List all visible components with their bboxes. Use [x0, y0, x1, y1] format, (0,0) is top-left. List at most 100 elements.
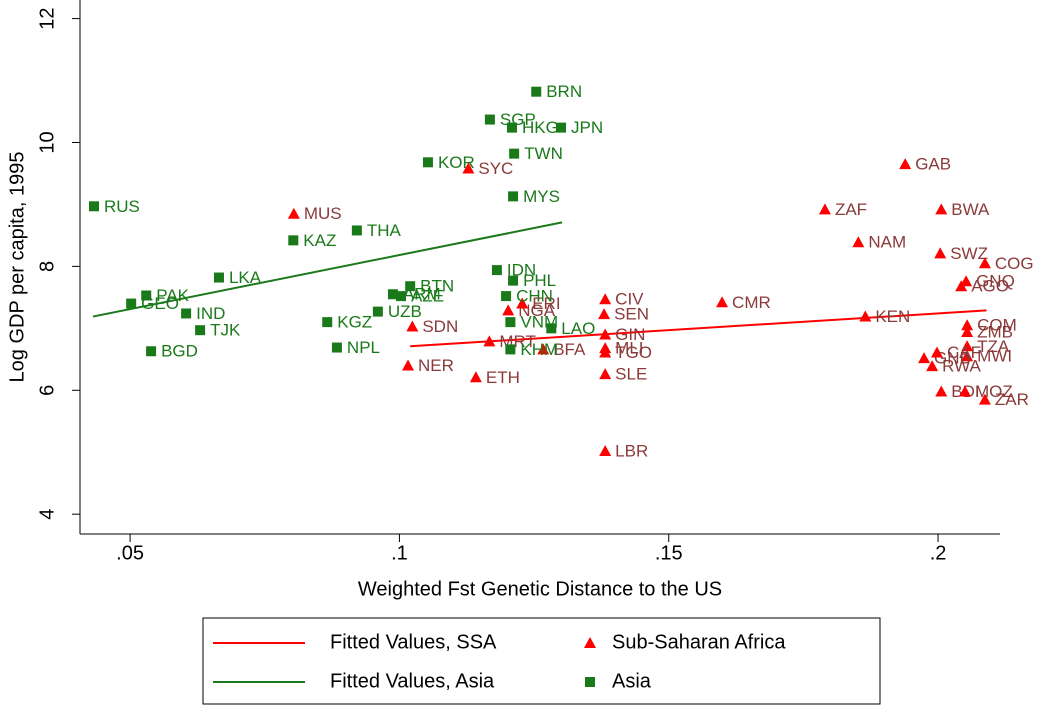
point — [598, 308, 611, 320]
point-label: LKA — [229, 268, 262, 287]
point — [502, 304, 515, 316]
x-axis-title: Weighted Fst Genetic Distance to the US — [358, 578, 722, 600]
point — [531, 86, 542, 97]
y-tick-label: 6 — [36, 385, 58, 396]
point — [599, 293, 612, 305]
point — [978, 393, 991, 405]
point-label: NPL — [347, 338, 380, 357]
point — [462, 162, 475, 174]
point-label: SLE — [615, 365, 647, 384]
point-label: GEO — [141, 294, 179, 313]
point-label: SDN — [422, 317, 458, 336]
legend-box — [202, 617, 881, 705]
x-tick-label: .2 — [930, 542, 947, 564]
point-label: ETH — [486, 368, 520, 387]
point — [387, 289, 398, 300]
point-label: ARM — [403, 285, 441, 304]
point-label: ERI — [532, 294, 560, 313]
point — [483, 335, 496, 347]
point — [918, 352, 931, 364]
y-tick-label: 10 — [36, 131, 58, 153]
point-label: COM — [977, 316, 1017, 335]
point — [331, 342, 342, 353]
point — [955, 280, 968, 292]
point — [322, 317, 333, 328]
point — [213, 272, 224, 283]
point — [599, 346, 612, 358]
x-tick-label: .15 — [655, 542, 683, 564]
point-label: IND — [196, 304, 225, 323]
point-label: BWA — [951, 200, 990, 219]
point-label: RWA — [942, 357, 981, 376]
point — [372, 306, 383, 317]
point — [491, 265, 502, 276]
point-label: LAO — [561, 319, 595, 338]
point — [469, 371, 482, 383]
x-tick-label: .1 — [391, 542, 408, 564]
point — [978, 257, 991, 269]
point — [899, 158, 912, 170]
point-label: ZAR — [995, 390, 1029, 409]
point — [141, 290, 152, 301]
point-label: TZA — [977, 337, 1010, 356]
point-label: PAK — [156, 286, 189, 305]
point — [584, 637, 596, 648]
point — [181, 308, 192, 319]
point — [852, 236, 865, 248]
point-label: MLI — [615, 339, 643, 358]
point — [484, 114, 495, 125]
point — [516, 297, 529, 309]
point — [961, 319, 974, 331]
point-label: BGD — [161, 342, 198, 361]
y-axis-title: Log GDP per capita, 1995 — [6, 152, 28, 383]
point-label: IDN — [507, 261, 536, 280]
point-label: PHL — [523, 271, 556, 290]
point-label: GAB — [915, 155, 951, 174]
point — [501, 291, 512, 302]
point-label: TGO — [615, 343, 652, 362]
point — [556, 122, 567, 133]
point — [537, 343, 550, 355]
point-label: ZAF — [835, 200, 867, 219]
point-label: KEN — [875, 307, 910, 326]
point-label: MWI — [977, 347, 1012, 366]
point — [505, 344, 516, 355]
point — [585, 677, 595, 687]
fit-line — [410, 309, 987, 348]
point — [934, 247, 947, 259]
point-label: KAZ — [303, 231, 336, 250]
point — [859, 310, 872, 322]
point-label: JPN — [571, 118, 603, 137]
point-label: CAF — [947, 343, 981, 362]
point-label: CIV — [615, 290, 644, 309]
point — [351, 225, 362, 236]
point — [406, 320, 419, 332]
point — [89, 201, 100, 212]
point-label: LBR — [615, 441, 648, 460]
y-tick-label: 4 — [36, 509, 58, 520]
point — [509, 148, 520, 159]
point-label: COG — [995, 254, 1034, 273]
point-label: AGO — [971, 277, 1009, 296]
point-label: MYS — [523, 187, 560, 206]
point-label: NGA — [518, 301, 556, 320]
point — [508, 275, 519, 286]
point-label: RUS — [104, 197, 140, 216]
point-label: HKG — [522, 118, 559, 137]
point — [599, 368, 612, 380]
point — [508, 191, 519, 202]
point — [960, 275, 973, 287]
point-label: BTN — [420, 277, 454, 296]
point-label: KGZ — [337, 313, 372, 332]
fit-line — [92, 221, 563, 318]
point — [546, 323, 557, 334]
point — [935, 385, 948, 397]
point — [961, 326, 974, 338]
y-tick-label: 12 — [36, 7, 58, 29]
point — [818, 203, 831, 215]
point-label: SWZ — [950, 244, 988, 263]
point — [288, 235, 299, 246]
point — [930, 346, 943, 358]
point-label: KOR — [438, 153, 475, 172]
point — [422, 157, 433, 168]
